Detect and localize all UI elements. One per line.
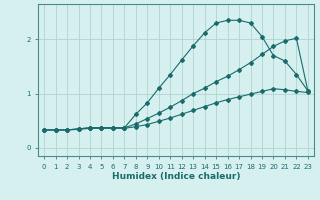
X-axis label: Humidex (Indice chaleur): Humidex (Indice chaleur) [112,172,240,181]
